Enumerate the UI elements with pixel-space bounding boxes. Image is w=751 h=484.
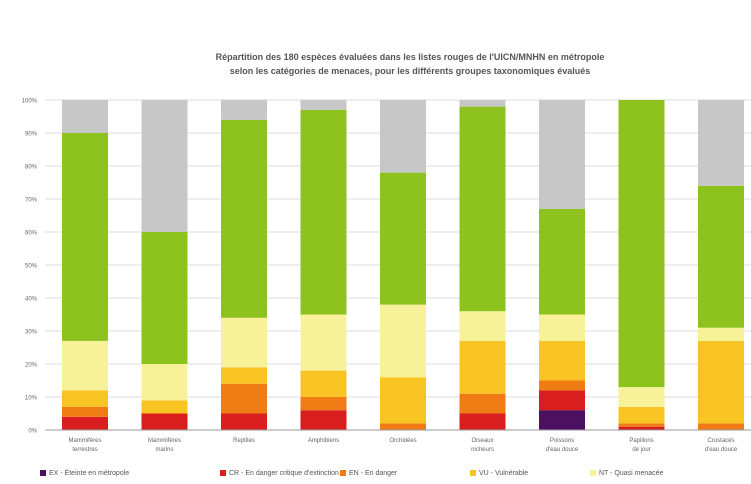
legend-item: VU - Vulnérable (470, 470, 528, 477)
legend-item: NT - Quasi menacée (590, 470, 663, 477)
bar-segment (618, 100, 665, 388)
bar-segment (698, 327, 744, 341)
bar-segment (539, 380, 585, 391)
x-tick-label: Orchidées (389, 438, 416, 444)
bar-segment (141, 100, 188, 232)
legend-swatch (220, 470, 226, 477)
bar-segment (698, 185, 744, 328)
bar-segment (300, 397, 347, 411)
bar-segment (539, 208, 585, 315)
bar-segment (539, 340, 585, 381)
bar-segment (141, 364, 188, 401)
bar-segment (62, 340, 108, 391)
legend-swatch (590, 470, 596, 477)
bar-segment (141, 413, 188, 430)
bar-segment (459, 413, 506, 430)
bar-segment (618, 426, 665, 430)
legend-label: EX - Éteinte en métropole (49, 470, 130, 477)
x-tick-label: Mammifères terrestres (68, 438, 101, 453)
x-tick-label: Reptiles (233, 438, 255, 444)
bar-segment (62, 416, 108, 430)
bar-segment (62, 100, 108, 133)
x-tick-label: Crustacés d'eau douce (705, 438, 738, 453)
legend-item: CR - En danger critique d'extinction (220, 470, 339, 477)
legend: EX - Éteinte en métropole CR - En danger … (40, 470, 740, 484)
y-tick-label: 40% (25, 297, 38, 303)
x-tick-label: Oiseaux nicheurs (471, 438, 494, 453)
bar-segment (380, 100, 426, 173)
bar-segment (300, 100, 347, 110)
bar-segment (380, 377, 426, 424)
y-tick-label: 30% (25, 330, 38, 336)
y-tick-label: 80% (25, 165, 38, 171)
chart-title-line-1: Répartition des 180 espèces évaluées dan… (215, 52, 605, 62)
legend-swatch (40, 470, 46, 477)
bar-segment (221, 317, 267, 368)
y-tick-label: 60% (25, 231, 38, 237)
bar-segment (221, 100, 267, 120)
legend-label: NT - Quasi menacée (599, 470, 664, 477)
bar-segment (62, 406, 108, 417)
bar-segment (459, 106, 506, 312)
bar-segment (300, 109, 347, 315)
legend-label: EN - En danger (349, 470, 398, 477)
axes: 0% 10% 20% 30% 40% 50% 60% 70% 80% 90% 100% Mammifè… (22, 99, 751, 453)
chart-title-line-2: selon les catégories de menaces, pour le… (229, 66, 591, 76)
x-tick-label: Amphibiens (308, 438, 339, 444)
bar-segment (698, 340, 744, 424)
bar-segment (300, 370, 347, 397)
bar-segment (300, 314, 347, 371)
legend-item: EX - Éteinte en métropole (40, 470, 129, 477)
bar-segment (62, 133, 108, 341)
x-tick-label: Papillons de jour (629, 438, 653, 453)
y-tick-label: 70% (25, 198, 38, 204)
bar-segment (141, 400, 188, 414)
legend-label: VU - Vulnérable (479, 470, 529, 477)
bar-segment (221, 413, 267, 430)
bars (62, 100, 744, 430)
bar-segment (300, 410, 347, 430)
bar-segment (539, 390, 585, 411)
y-tick-label: 50% (25, 264, 38, 270)
bar-segment (221, 119, 267, 318)
bar-segment (380, 172, 426, 305)
y-tick-label: 10% (25, 396, 38, 402)
y-tick-label: 90% (25, 132, 38, 138)
x-tick-label: Poissons d'eau douce (546, 438, 579, 453)
bar-segment (459, 311, 506, 341)
bar-segment (459, 340, 506, 394)
y-tick-label: 20% (25, 363, 38, 369)
legend-swatch (470, 470, 476, 477)
bar-segment (698, 423, 744, 430)
bar-segment (539, 410, 585, 430)
y-tick-label: 100% (22, 99, 38, 105)
x-tick-label: Mammifères marins (148, 438, 181, 453)
bar-segment (618, 387, 665, 407)
bar-segment (141, 232, 188, 364)
bar-segment (62, 390, 108, 407)
bar-segment (618, 423, 665, 427)
bar-segment (221, 367, 267, 384)
bar-segment (380, 304, 426, 378)
bar-segment (618, 406, 665, 424)
bar-segment (221, 383, 267, 414)
y-tick-label: 0% (28, 429, 37, 435)
bar-segment (698, 100, 744, 186)
legend-label: CR - En danger critique d'extinction (229, 470, 339, 477)
legend-item: EN - En danger (340, 470, 397, 477)
bar-segment (539, 314, 585, 341)
bar-segment (380, 423, 426, 430)
legend-swatch (340, 470, 346, 477)
bar-segment (459, 393, 506, 414)
bar-segment (459, 100, 506, 107)
bar-segment (539, 100, 585, 209)
